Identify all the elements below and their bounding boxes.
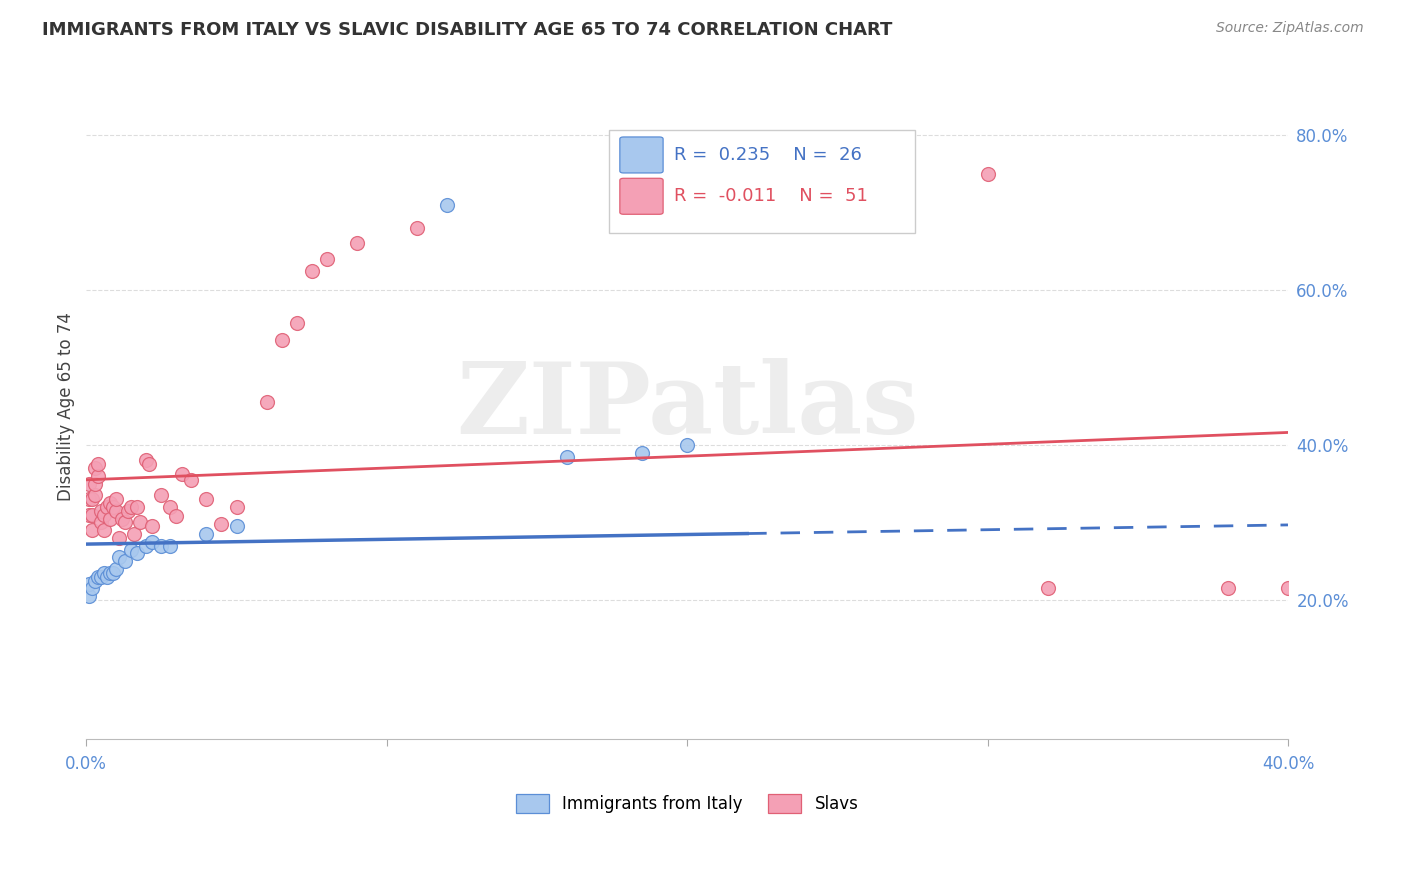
Point	[120, 542, 142, 557]
Point	[211, 516, 233, 531]
Y-axis label: Disability Age 65 to 74: Disability Age 65 to 74	[58, 312, 75, 500]
Point	[98, 511, 121, 525]
Point	[114, 516, 136, 530]
FancyBboxPatch shape	[609, 129, 915, 233]
Legend: Immigrants from Italy, Slavs: Immigrants from Italy, Slavs	[516, 795, 859, 814]
Text: R =  0.235    N =  26: R = 0.235 N = 26	[673, 146, 862, 164]
Point	[120, 500, 142, 514]
Point	[105, 562, 128, 576]
Text: R =  -0.011    N =  51: R = -0.011 N = 51	[673, 187, 868, 205]
Point	[1277, 582, 1299, 596]
Point	[79, 508, 101, 522]
Point	[103, 566, 125, 580]
Point	[225, 500, 247, 514]
Point	[114, 554, 136, 568]
Point	[976, 167, 998, 181]
Point	[93, 523, 115, 537]
Point	[225, 519, 247, 533]
Point	[1036, 582, 1059, 596]
Point	[98, 496, 121, 510]
FancyBboxPatch shape	[620, 178, 664, 214]
Point	[195, 527, 218, 541]
Point	[117, 504, 139, 518]
Point	[127, 546, 149, 560]
Point	[82, 492, 104, 507]
Point	[111, 511, 134, 525]
Point	[93, 508, 115, 522]
Point	[93, 566, 115, 580]
Point	[87, 570, 110, 584]
Point	[180, 473, 202, 487]
Point	[135, 539, 157, 553]
Point	[141, 519, 163, 533]
Point	[172, 467, 194, 482]
FancyBboxPatch shape	[620, 137, 664, 173]
Point	[82, 582, 104, 596]
Point	[90, 570, 112, 584]
Point	[105, 504, 128, 518]
Text: ZIPatlas: ZIPatlas	[456, 358, 918, 455]
Text: IMMIGRANTS FROM ITALY VS SLAVIC DISABILITY AGE 65 TO 74 CORRELATION CHART: IMMIGRANTS FROM ITALY VS SLAVIC DISABILI…	[42, 21, 893, 38]
Point	[98, 566, 121, 580]
Point	[82, 508, 104, 522]
Point	[270, 334, 292, 348]
Point	[79, 577, 101, 591]
Point	[135, 453, 157, 467]
Point	[301, 263, 323, 277]
Point	[405, 221, 427, 235]
Point	[141, 534, 163, 549]
Point	[84, 461, 107, 475]
Point	[676, 438, 699, 452]
Text: Source: ZipAtlas.com: Source: ZipAtlas.com	[1216, 21, 1364, 35]
Point	[87, 469, 110, 483]
Point	[84, 476, 107, 491]
Point	[79, 589, 101, 603]
Point	[124, 527, 146, 541]
Point	[103, 500, 125, 514]
Point	[436, 198, 458, 212]
Point	[159, 539, 181, 553]
Point	[96, 500, 118, 514]
Point	[84, 574, 107, 588]
Point	[87, 458, 110, 472]
Point	[150, 539, 173, 553]
Point	[1216, 582, 1239, 596]
Point	[195, 492, 218, 507]
Point	[108, 550, 131, 565]
Point	[285, 316, 308, 330]
Point	[79, 492, 101, 507]
Point	[129, 516, 152, 530]
Point	[127, 500, 149, 514]
Point	[165, 509, 187, 524]
Point	[108, 531, 131, 545]
Point	[138, 458, 160, 472]
Point	[96, 570, 118, 584]
Point	[90, 504, 112, 518]
Point	[315, 252, 337, 266]
Point	[159, 500, 181, 514]
Point	[555, 450, 578, 464]
Point	[84, 488, 107, 502]
Point	[346, 236, 368, 251]
Point	[150, 488, 173, 502]
Point	[105, 492, 128, 507]
Point	[256, 395, 278, 409]
Point	[631, 446, 654, 460]
Point	[79, 476, 101, 491]
Point	[90, 516, 112, 530]
Point	[82, 523, 104, 537]
